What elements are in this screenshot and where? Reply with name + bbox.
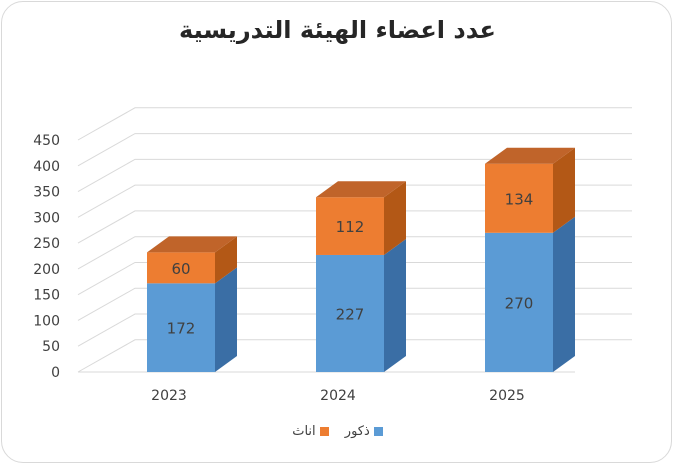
bar-side [553,216,575,372]
bar-front [485,232,553,372]
bar-front [316,254,384,372]
gridline [77,339,632,373]
bar-top [316,181,406,198]
gridline [77,133,632,167]
legend: ذكور اناث [0,424,675,439]
data-label: 134 [505,190,534,208]
bar-side [215,236,237,284]
bars: 172 60 227 112 270 134 [147,147,575,372]
bar-2025-female: 134 [485,147,575,233]
bar-side [553,147,575,233]
x-tick-label: 2023 [151,388,187,404]
chart-title: عدد اعضاء الهيئة التدريسية [179,16,496,44]
data-label: 172 [167,320,196,338]
x-tick-label: 2025 [489,388,525,404]
gridline [77,184,632,218]
y-tick-label: 300 [33,210,60,226]
gridline [77,236,632,270]
bar-2024-female: 112 [316,181,406,255]
gridline [77,158,632,192]
bar-side [384,181,406,255]
legend-item-male: ذكور [345,424,383,439]
bar-top [485,147,575,164]
y-tick-label: 350 [33,185,60,201]
y-tick-label: 450 [33,133,60,149]
data-label: 227 [336,305,365,323]
bar-2023-male: 172 [147,267,237,372]
bar-front [485,163,553,233]
y-tick-label: 0 [51,365,60,381]
legend-label-female: اناث [292,424,316,439]
gridline [77,261,632,296]
y-tick-label: 100 [33,313,60,329]
bar-2023-female: 60 [147,236,237,284]
gridline [77,287,632,321]
gridline [77,210,632,244]
data-label: 270 [505,294,534,312]
y-tick-label: 50 [42,339,60,355]
x-tick-labels: 2023 2024 2025 [151,388,525,404]
bar-side [384,238,406,372]
legend-swatch-male [373,427,383,436]
y-tick-label: 200 [33,262,60,278]
y-tick-label: 150 [33,288,60,304]
bar-front [147,252,215,284]
gridline [77,313,632,347]
legend-item-female: اناث [292,424,329,439]
bar-2025-male: 270 [485,216,575,372]
bar-front [147,283,215,372]
bar-side [215,267,237,372]
y-tick-labels: 0 50 100 150 200 250 300 350 400 450 [33,133,60,381]
legend-swatch-female [319,427,329,436]
bar-front [316,197,384,255]
data-label: 60 [171,260,190,278]
data-label: 112 [336,218,365,236]
bar-top [147,236,237,253]
y-tick-label: 250 [33,236,60,252]
bar-2024-male: 227 [316,238,406,372]
y-tick-label: 400 [33,159,60,175]
legend-label-male: ذكور [344,424,370,439]
gridline [77,107,632,141]
x-tick-label: 2024 [320,388,356,404]
